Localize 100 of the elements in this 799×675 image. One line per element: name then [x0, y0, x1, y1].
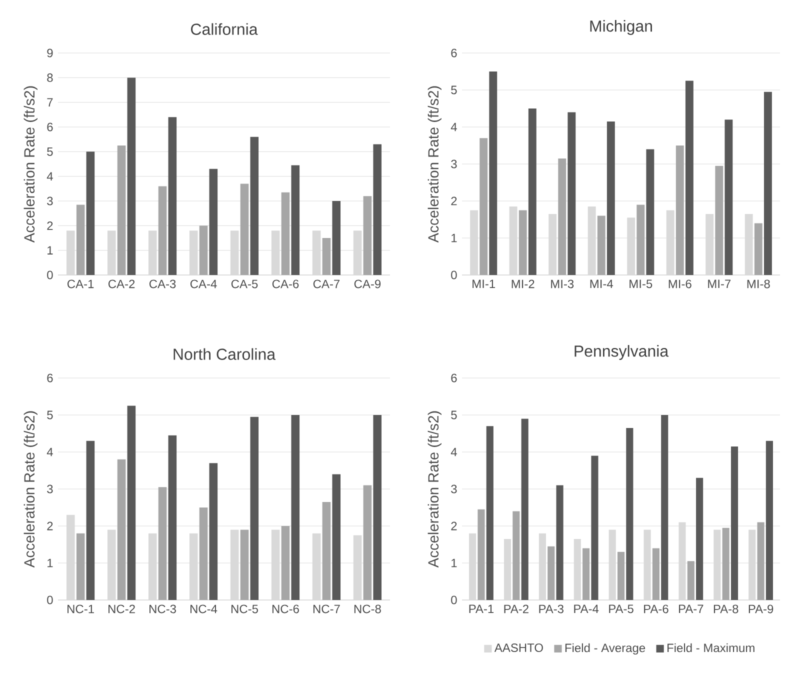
- y-tick-label: 3: [47, 484, 53, 494]
- y-tick-label: 1: [48, 246, 53, 254]
- bar: [478, 509, 485, 600]
- bar: [117, 145, 126, 275]
- bar: [281, 192, 290, 275]
- bar: [281, 526, 290, 600]
- x-tick-label: NC-1: [68, 604, 94, 614]
- x-tick-label: PA-1: [469, 604, 494, 613]
- bar: [661, 414, 668, 600]
- x-tick-label: PA-3: [539, 604, 564, 614]
- bar: [754, 223, 762, 275]
- bar: [373, 144, 382, 275]
- y-tick-label: 2: [47, 522, 53, 530]
- x-tick-label: PA-5: [609, 604, 634, 614]
- x-tick-label: CA-4: [190, 280, 217, 288]
- y-tick-label: 4: [450, 448, 457, 456]
- y-tick-label: 0: [47, 596, 53, 604]
- x-tick-label: CA-9: [354, 280, 381, 288]
- y-tick-label: 9: [47, 48, 53, 58]
- bar: [715, 166, 724, 275]
- bar: [597, 216, 606, 275]
- bar: [158, 186, 167, 275]
- bar: [209, 168, 218, 275]
- bar: [558, 158, 566, 275]
- bar: [724, 120, 733, 275]
- legend-label: AASHTO: [494, 643, 543, 652]
- x-tick-label: CA-5: [231, 280, 258, 288]
- x-tick-label: CA-7: [313, 280, 340, 288]
- bar: [76, 204, 85, 275]
- x-tick-label: CA-1: [67, 280, 94, 288]
- x-tick-label: NC-6: [272, 604, 299, 614]
- y-tick-label: 6: [451, 48, 457, 58]
- y-axis-title: Acceleration Rate (ft/s2): [24, 411, 38, 568]
- bar: [685, 80, 694, 275]
- bar: [568, 112, 576, 275]
- bar: [486, 426, 494, 600]
- bar: [480, 138, 488, 275]
- y-tick-label: 5: [47, 410, 53, 420]
- bar: [652, 548, 660, 600]
- bar: [250, 416, 259, 600]
- bar: [373, 414, 382, 600]
- y-tick-label: 2: [451, 196, 457, 206]
- bar: [332, 474, 341, 600]
- y-axis-title: Acceleration Rate (ft/s2): [428, 411, 442, 568]
- bar: [250, 136, 259, 275]
- bar: [646, 149, 654, 275]
- x-tick-label: NC-4: [190, 604, 218, 614]
- bar: [582, 548, 590, 600]
- y-tick-label: 1: [452, 558, 457, 568]
- bar: [766, 440, 773, 600]
- bar: [86, 152, 95, 275]
- x-tick-label: PA-8: [714, 604, 738, 614]
- bar: [322, 238, 331, 275]
- x-tick-label: PA-9: [748, 604, 774, 614]
- bar: [322, 502, 331, 600]
- bar: [363, 196, 372, 275]
- x-tick-label: NC-3: [150, 604, 176, 614]
- y-tick-label: 3: [451, 484, 457, 494]
- x-tick-label: MI-2: [512, 280, 534, 288]
- y-tick-label: 0: [47, 270, 53, 280]
- x-tick-label: CA-2: [108, 280, 135, 288]
- x-tick-label: MI-6: [668, 280, 692, 288]
- x-tick-label: PA-7: [678, 604, 704, 613]
- bar: [518, 210, 527, 275]
- bar: [127, 406, 136, 600]
- y-axis-title: Acceleration Rate (ft/s2): [428, 86, 442, 243]
- x-tick-label: MI-4: [590, 280, 614, 288]
- y-tick-label: 6: [47, 122, 53, 132]
- chart-title: North Carolina: [174, 348, 276, 360]
- chart-title: Pennsylvania: [574, 345, 669, 360]
- y-tick-label: 0: [451, 270, 457, 280]
- legend-label: Field - Average: [565, 643, 646, 655]
- bar: [730, 446, 738, 600]
- y-tick-label: 4: [450, 122, 457, 132]
- chart-title: Michigan: [590, 20, 652, 35]
- y-tick-label: 5: [47, 147, 53, 156]
- y-tick-label: 3: [47, 196, 53, 206]
- bar: [489, 71, 498, 275]
- bar: [764, 92, 772, 275]
- bar: [626, 428, 634, 600]
- y-tick-label: 5: [451, 86, 457, 94]
- chart-title: California: [191, 23, 258, 35]
- bar: [291, 165, 300, 275]
- bar: [240, 530, 249, 600]
- bar: [606, 121, 615, 275]
- bar: [86, 440, 95, 600]
- bar: [676, 145, 684, 275]
- y-tick-label: 7: [47, 98, 53, 106]
- y-tick-label: 2: [47, 221, 53, 230]
- x-tick-label: MI-8: [747, 280, 770, 288]
- bar: [199, 508, 208, 600]
- bar: [76, 533, 85, 600]
- x-tick-label: PA-2: [504, 604, 528, 614]
- y-tick-label: 0: [451, 596, 457, 604]
- x-tick-label: PA-6: [644, 604, 668, 614]
- x-tick-label: CA-3: [149, 280, 176, 288]
- bar: [521, 418, 528, 600]
- y-tick-label: 8: [47, 73, 53, 82]
- bar: [363, 485, 372, 600]
- x-tick-label: NC-8: [354, 604, 381, 614]
